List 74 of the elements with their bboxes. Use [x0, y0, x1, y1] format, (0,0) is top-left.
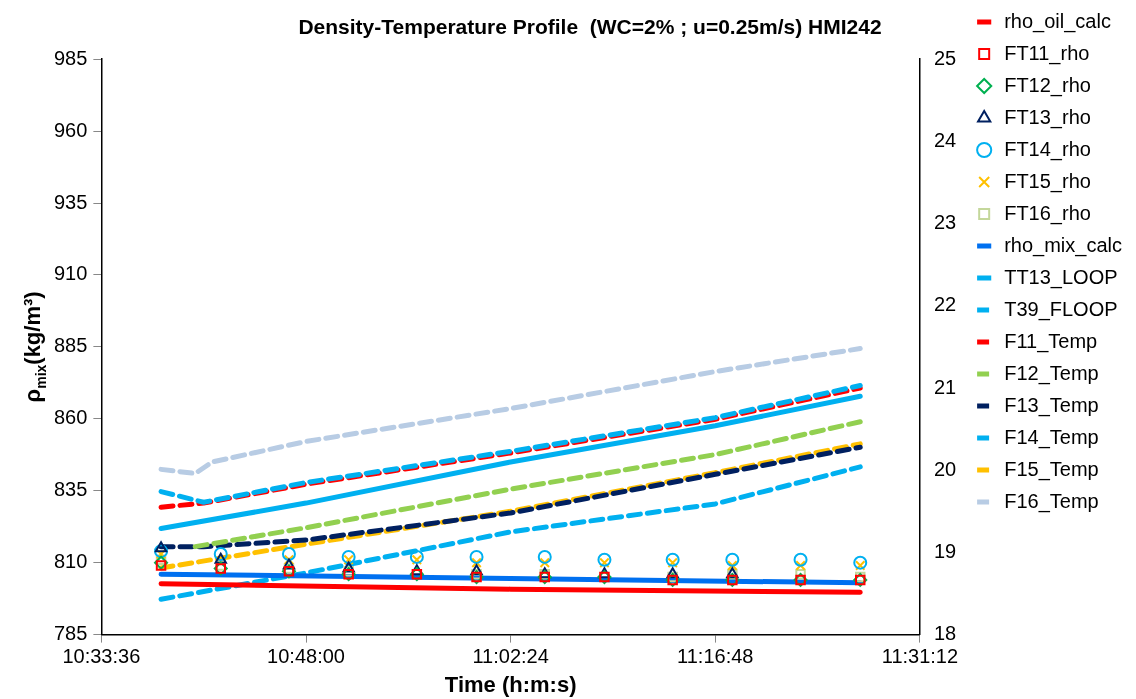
point [793, 552, 808, 567]
point [469, 549, 484, 564]
point [343, 554, 354, 566]
x-tick-label: 11:16:48 [677, 645, 754, 668]
legend-label: F14_Temp [1004, 425, 1099, 449]
y2-tick-label: 23 [933, 211, 957, 234]
x-tick-label: 10:33:36 [62, 645, 141, 668]
point [537, 549, 552, 564]
y2-tick-label: 25 [933, 46, 957, 69]
legend-label: F16_Temp [1004, 489, 1099, 513]
point [155, 554, 167, 566]
point [154, 555, 169, 570]
point [342, 561, 355, 573]
legend-label: FT11_rho [1004, 41, 1090, 65]
y-tick-label: 935 [53, 190, 88, 213]
point [665, 552, 680, 567]
legend-label: rho_mix_calc [1004, 233, 1123, 257]
x-tick-label: 11:31:12 [881, 645, 959, 668]
point [853, 555, 868, 570]
point [597, 552, 612, 567]
legend-label: T39_FLOOP [1004, 297, 1118, 321]
point [213, 547, 228, 562]
legend-label: TT13_LOOP [1004, 265, 1118, 289]
legend-label: FT12_rho [1004, 73, 1091, 97]
point [283, 554, 295, 566]
point [154, 541, 168, 553]
y-tick-label: 960 [53, 118, 88, 141]
point [666, 567, 679, 579]
legend-label: FT15_rho [1004, 169, 1091, 193]
point [411, 554, 423, 566]
legend-label: F12_Temp [1004, 361, 1099, 385]
point [667, 557, 678, 568]
y-tick-label: 810 [53, 550, 88, 573]
y-tick-label: 910 [53, 262, 88, 285]
point [155, 560, 167, 571]
point [409, 549, 424, 564]
x-tick-label: 11:02:24 [472, 645, 549, 668]
point [471, 557, 482, 568]
legend-label: F13_Temp [1004, 393, 1099, 417]
y-tick-label: 785 [53, 622, 88, 645]
y-axis-title: ρmix(kg/m³) [20, 291, 49, 403]
point [539, 557, 550, 568]
point [795, 560, 806, 571]
point [470, 564, 483, 576]
y-tick-label: 885 [53, 334, 88, 357]
x-tick-label: 10:48:00 [267, 645, 345, 668]
legend-label: rho_oil_calc [1004, 9, 1111, 33]
point [795, 568, 806, 580]
legend-label: F15_Temp [1004, 457, 1099, 481]
legend-label: FT14_rho [1004, 137, 1091, 161]
y2-tick-label: 20 [933, 457, 957, 480]
y2-tick-label: 21 [933, 375, 957, 398]
legend-label: FT13_rho [1004, 105, 1091, 129]
point [599, 557, 610, 568]
y-tick-label: 835 [53, 478, 88, 501]
y2-tick-label: 19 [933, 539, 957, 562]
chart-title: Density-Temperature Profile (WC=2% ; u=0.25m/s) HMI242 [298, 15, 882, 39]
legend-label: FT16_rho [1004, 201, 1091, 225]
point [214, 552, 227, 564]
point [282, 558, 296, 570]
y2-tick-label: 18 [933, 622, 957, 645]
legend-label: F11_Temp [1004, 329, 1098, 353]
y2-tick-label: 24 [933, 128, 957, 151]
point [725, 552, 740, 567]
point [281, 547, 296, 562]
point [727, 560, 738, 571]
point [855, 560, 866, 571]
point [598, 567, 611, 579]
point [154, 544, 169, 559]
y-tick-label: 860 [53, 406, 88, 429]
point [341, 549, 356, 564]
y-tick-label: 985 [53, 46, 88, 69]
y2-tick-label: 22 [933, 293, 957, 316]
x-axis-title: Time (h:m:s) [444, 671, 577, 697]
